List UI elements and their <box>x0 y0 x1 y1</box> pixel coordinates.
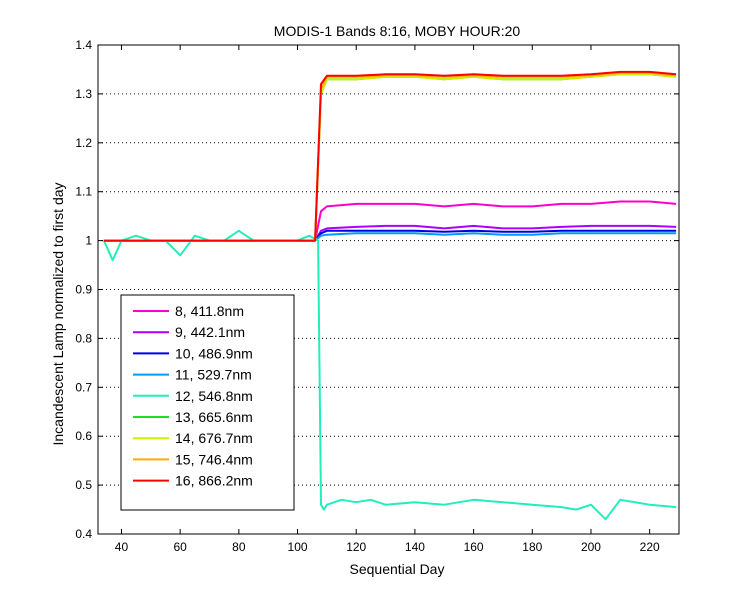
legend-label: 10, 486.9nm <box>175 345 253 361</box>
x-tick-label: 100 <box>288 540 308 554</box>
legend-label: 9, 442.1nm <box>175 324 245 340</box>
x-tick-label: 220 <box>640 540 660 554</box>
series-line-12 <box>102 229 677 521</box>
legend-label: 8, 411.8nm <box>175 303 244 319</box>
legend-label: 12, 546.8nm <box>175 388 253 404</box>
x-tick-label: 140 <box>405 540 425 554</box>
legend-label: 11, 529.7nm <box>175 367 252 383</box>
series-line-14 <box>103 73 677 242</box>
series-line-16 <box>103 70 677 242</box>
y-tick-label: 1.3 <box>75 87 92 101</box>
y-tick-label: 1.4 <box>75 38 92 52</box>
legend-label: 13, 665.6nm <box>175 409 253 425</box>
y-tick-label: 1 <box>85 234 92 248</box>
y-axis-label: Incandescent Lamp normalized to first da… <box>50 182 66 445</box>
x-tick-label: 180 <box>522 540 542 554</box>
x-tick-label: 60 <box>173 540 187 554</box>
legend-box <box>120 294 295 511</box>
chart-title: MODIS-1 Bands 8:16, MOBY HOUR:20 <box>274 23 521 39</box>
legend: 8, 411.8nm 9, 442.1nm 10, 486.9nm 11, 529.7… <box>120 294 295 511</box>
series-line-11 <box>103 232 677 242</box>
legend-label: 14, 676.7nm <box>175 430 253 446</box>
y-tick-label: 1.1 <box>75 185 92 199</box>
y-tick-label: 0.8 <box>75 331 92 345</box>
y-tick-label: 0.7 <box>75 380 92 394</box>
series-line-10 <box>103 229 677 242</box>
axis-ticks: 40 60 80 100 120 140 160 180 200 220 0.4 0.5 0.6 0.7 0… <box>75 38 679 554</box>
series-line-8 <box>103 200 677 242</box>
x-tick-label: 160 <box>464 540 484 554</box>
y-tick-label: 0.6 <box>75 429 92 443</box>
legend-label: 15, 746.4nm <box>175 451 253 467</box>
series-line-13 <box>103 73 677 242</box>
x-tick-label: 200 <box>581 540 601 554</box>
x-tick-label: 80 <box>232 540 246 554</box>
y-tick-label: 0.4 <box>75 527 92 541</box>
y-tick-label: 0.5 <box>75 478 92 492</box>
x-tick-label: 120 <box>346 540 366 554</box>
series-line-15 <box>103 71 677 242</box>
y-tick-label: 0.9 <box>75 283 92 297</box>
y-tick-label: 1.2 <box>75 136 92 150</box>
legend-label: 16, 866.2nm <box>175 473 253 489</box>
x-tick-label: 40 <box>115 540 129 554</box>
x-axis-label: Sequential Day <box>350 561 445 577</box>
series-layer <box>102 70 677 521</box>
